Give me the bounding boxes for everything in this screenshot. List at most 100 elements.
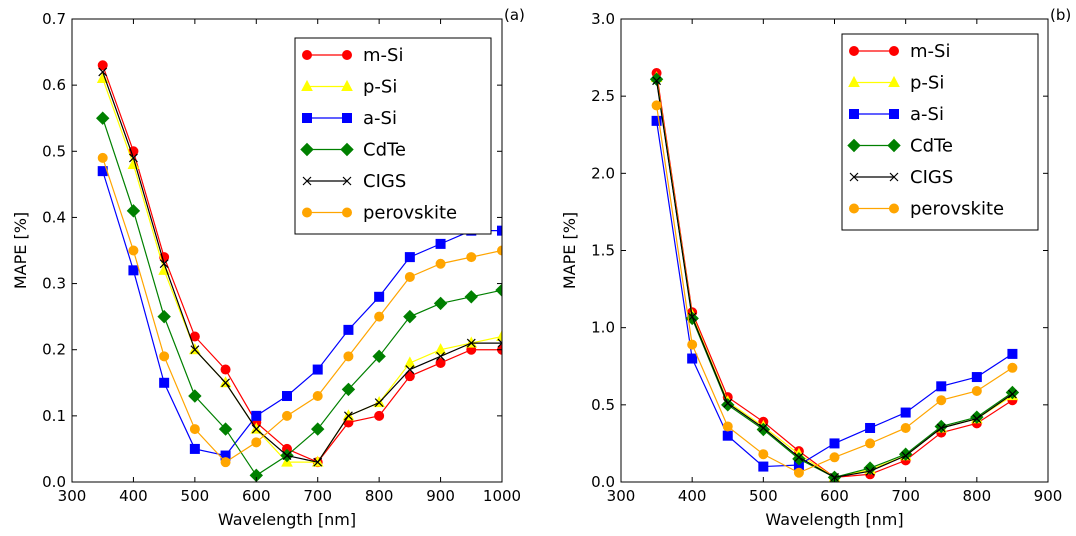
data-point [758,423,768,433]
legend-marker [302,113,312,123]
data-point [311,422,325,436]
series-line [102,157,502,463]
legend-marker [889,172,899,182]
legend-item: p-Si [301,77,397,98]
legend-item: CdTe [300,140,406,161]
data-point [433,296,448,311]
x-tick-label: 1000 [483,487,521,505]
y-tick-label: 0.0 [591,473,615,491]
x-tick-label: 700 [303,487,332,505]
panel-label: (a) [504,6,525,24]
legend: m-Si p-Si a-Si CdTe CIGS perovskite [841,33,1039,231]
series-line [102,78,502,463]
series-cdte [96,111,502,482]
data-point [496,329,502,341]
data-point [404,252,415,263]
series-line [102,71,502,463]
data-point [343,324,354,335]
data-point [900,407,911,418]
data-point [435,258,446,269]
data-point [687,353,698,364]
data-point [829,438,840,449]
legend-marker [888,75,900,87]
data-point [313,457,323,467]
data-point [972,414,982,424]
data-point [190,345,200,355]
data-point [865,422,876,433]
legend-box [841,33,1039,231]
data-point [900,422,911,433]
x-tick-label: 900 [1034,487,1063,505]
data-point [723,398,733,408]
legend-marker [342,113,352,123]
data-point [435,238,446,249]
x-tick-label: 900 [426,487,455,505]
data-point [96,111,110,125]
legend-marker [342,50,352,60]
legend-marker [849,172,859,182]
legend-item: p-Si [848,73,944,94]
legend-label: m-Si [363,45,403,66]
y-tick-label: 0.2 [42,341,66,359]
data-point [159,351,170,362]
legend-label: CIGS [363,171,406,192]
legend-item: m-Si [849,41,950,62]
y-tick-label: 0.5 [591,396,615,414]
series-line [102,118,502,477]
legend-item: CIGS [849,167,953,188]
data-point [936,423,946,433]
y-tick-label: 1.0 [591,319,615,337]
x-tick-label: 300 [607,487,636,505]
legend-marker [849,46,859,56]
data-point [218,422,233,436]
legend-box [294,37,492,235]
legend-marker [889,203,899,214]
legend-marker [847,138,861,153]
x-tick-label: 500 [749,487,778,505]
legend-item: perovskite [302,203,457,224]
data-point [405,365,415,374]
data-point [251,424,261,434]
data-point [220,364,231,375]
legend-marker [342,176,352,186]
data-point [687,339,698,350]
y-tick-label: 3.0 [591,10,615,28]
data-point [372,349,386,364]
x-tick-label: 500 [181,487,210,505]
data-point [282,410,292,421]
y-tick-label: 0.7 [42,10,66,28]
data-point [404,371,415,382]
x-tick-label: 400 [678,487,707,505]
data-point [466,338,476,348]
data-point [865,438,876,449]
data-point [404,356,416,368]
data-point [497,225,502,236]
data-point [221,378,230,388]
data-point [936,381,947,392]
series-line [102,170,502,457]
legend-marker [340,142,354,157]
x-axis-label: Wavelength [nm] [765,510,903,529]
y-tick-label: 2.0 [591,164,615,182]
data-point [1007,362,1018,373]
data-point [434,343,447,355]
legend-label: m-Si [910,41,950,62]
plot-area [96,60,502,482]
y-tick-label: 1.5 [591,242,615,260]
chart-panel-a: 300 400 500 600 700 800 900 1000 0.0 0.1 0.2 0.3 0.4… [11,6,525,529]
data-point [344,411,353,421]
x-tick-label: 700 [891,487,920,505]
data-point [497,338,502,348]
legend-item: a-Si [849,104,944,125]
data-point [189,443,200,454]
data-point [159,259,169,269]
legend-label: perovskite [910,199,1004,220]
x-tick-label: 800 [365,487,394,505]
data-point [687,312,697,322]
legend-label: a-Si [363,108,397,129]
legend: m-Si p-Si a-Si CdTe CIGS perovskite [294,37,492,235]
y-tick-label: 0.6 [42,76,66,94]
x-tick-label: 600 [820,487,849,505]
x-axis-label: Wavelength [nm] [218,510,356,529]
series-line [102,65,502,463]
